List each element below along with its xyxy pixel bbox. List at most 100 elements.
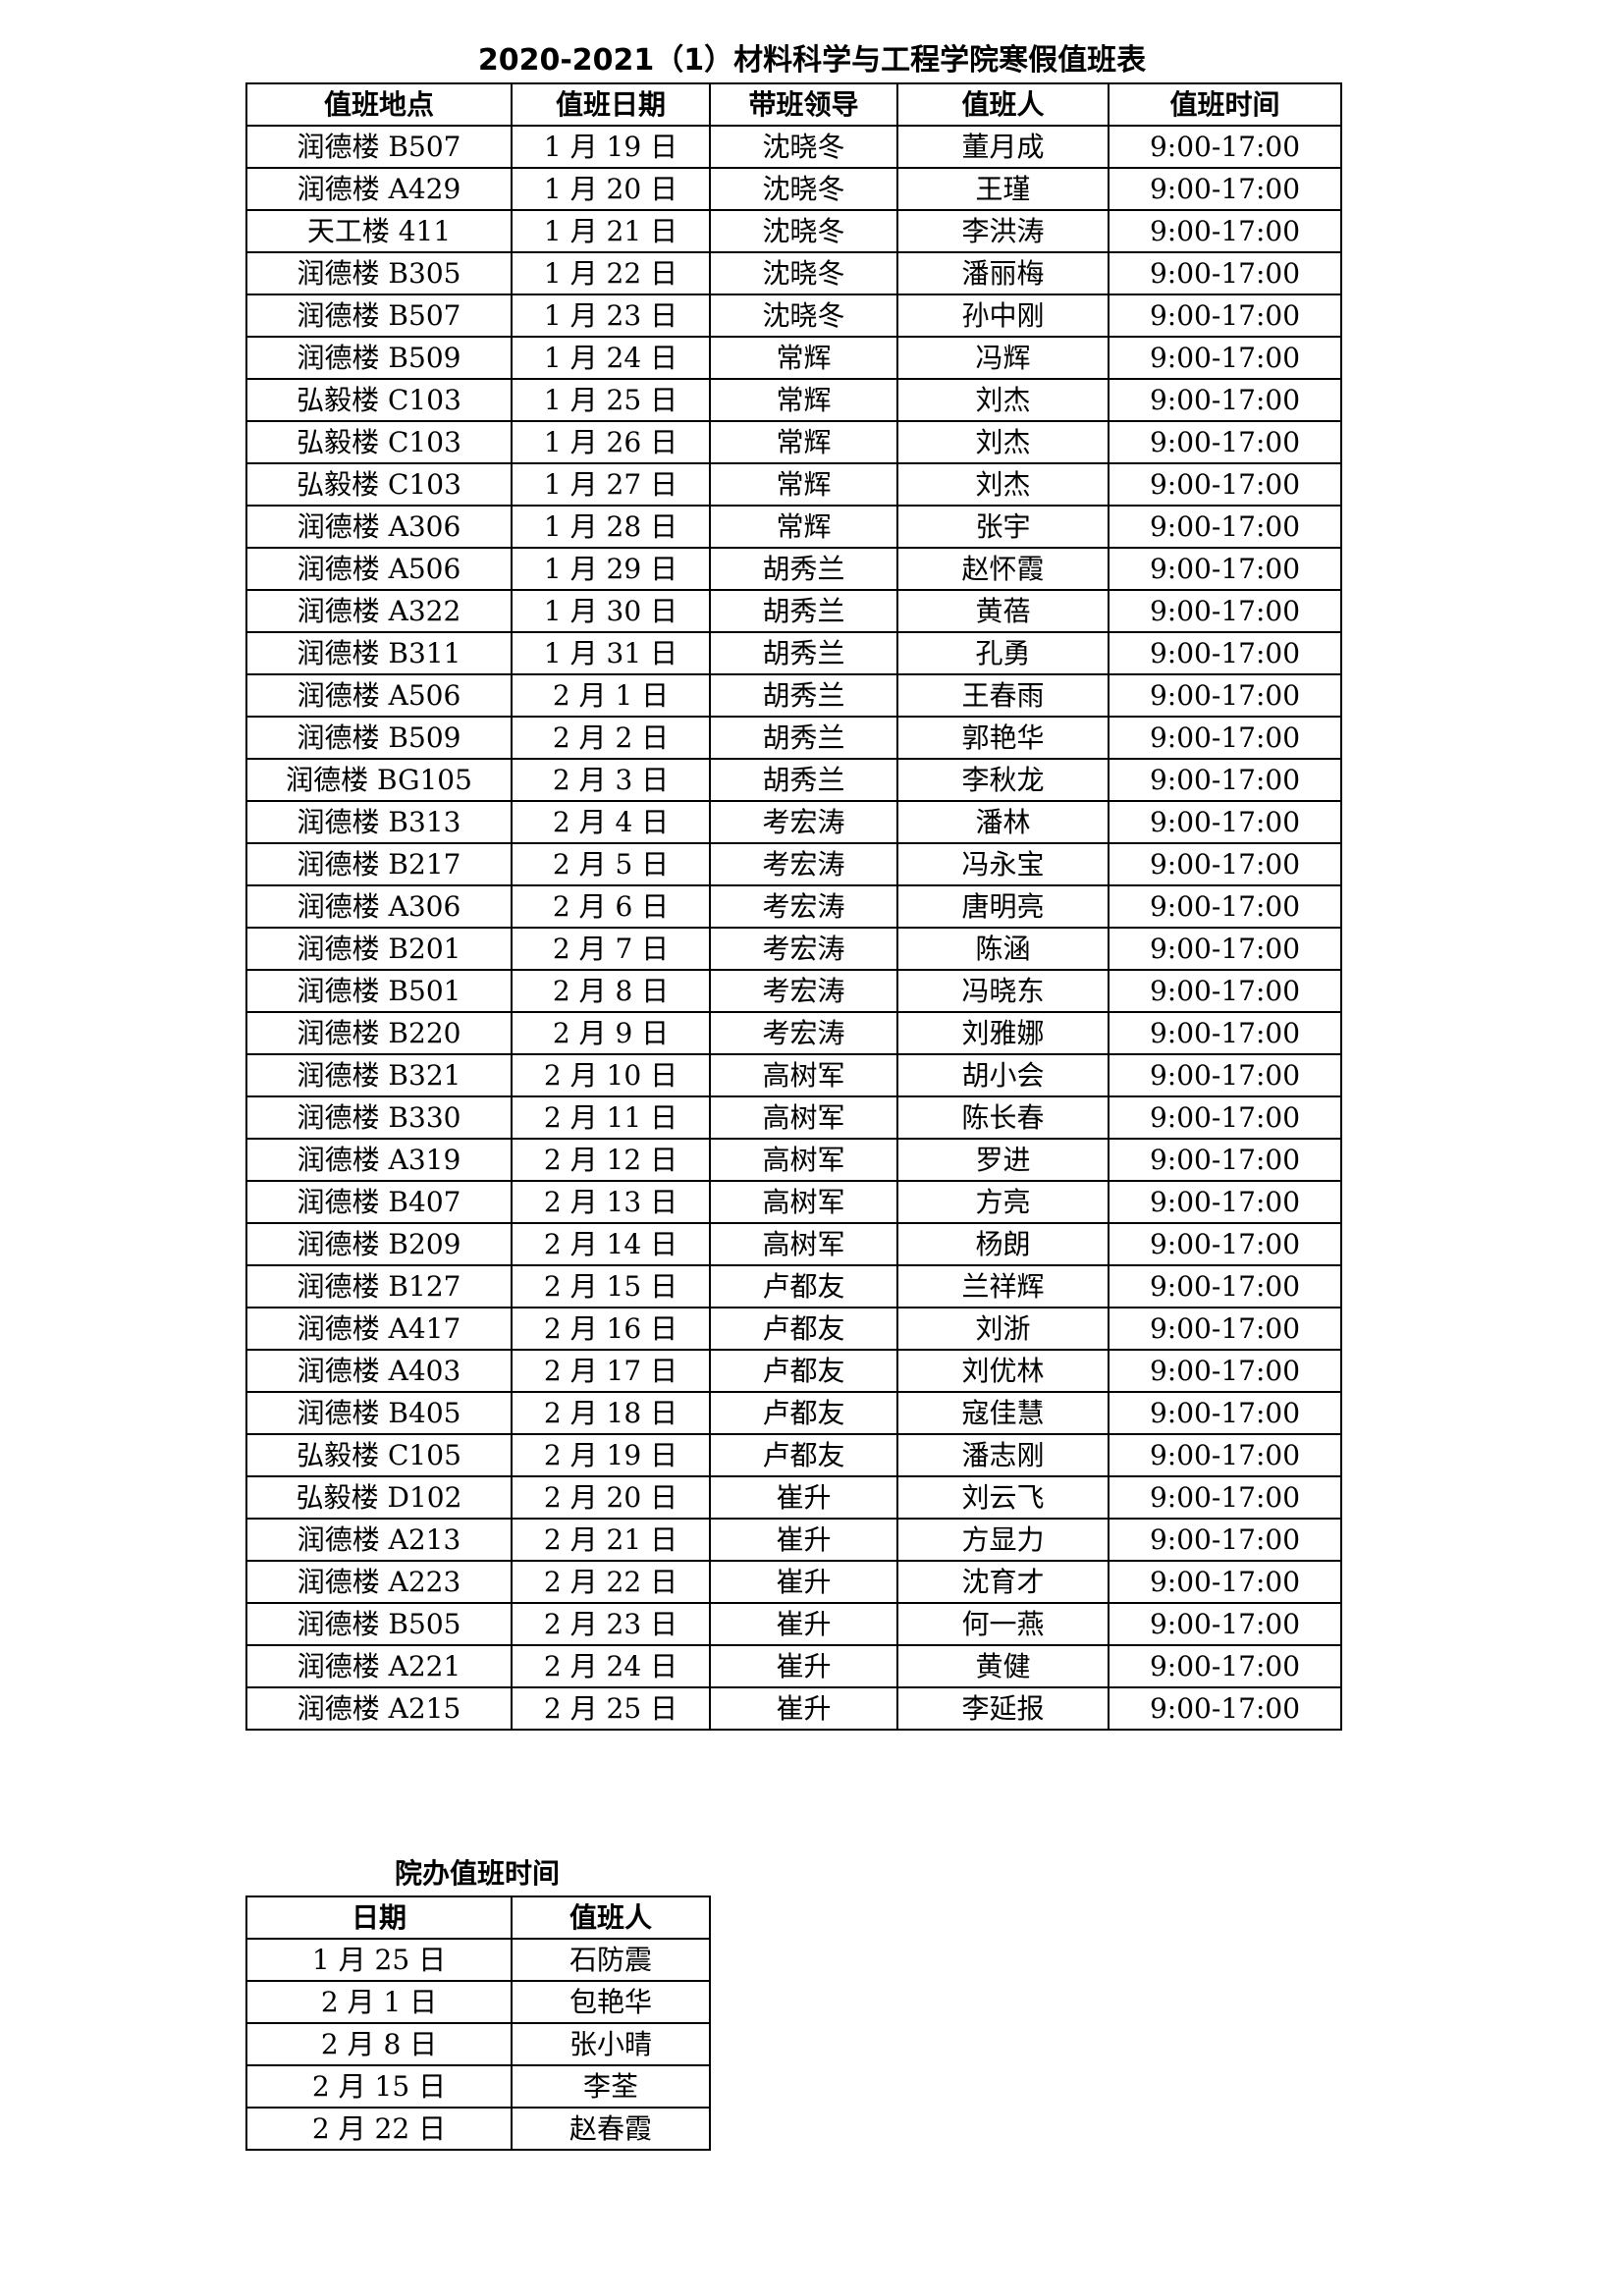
cell-staff: 刘优林	[896, 1349, 1110, 1393]
cell-leader: 常辉	[709, 462, 898, 507]
cell-date: 2 月 1 日	[511, 673, 711, 718]
table-row: 弘毅楼 C103 1 月 26 日常辉 刘杰 9:00-17:00	[245, 420, 1342, 464]
table-row: 润德楼 A403 2 月 17 日卢都友 刘优林 9:00-17:00	[245, 1349, 1342, 1393]
cell-location: 润德楼 B201	[245, 927, 513, 971]
cell-staff: 寇佳慧	[896, 1391, 1110, 1435]
cell-staff: 潘丽梅	[896, 251, 1110, 295]
cell-date: 2 月 6 日	[511, 884, 711, 929]
cell-staff: 郭艳华	[896, 716, 1110, 760]
table-row: 润德楼 B501 2 月 8 日考宏涛 冯晓东 9:00-17:00	[245, 969, 1342, 1013]
cell-leader: 高树军	[709, 1180, 898, 1224]
cell-date: 2 月 3 日	[511, 758, 711, 802]
cell-location: 弘毅楼 C105	[245, 1433, 513, 1477]
cell-date: 2 月 14 日	[511, 1222, 711, 1266]
table-row: 润德楼 B505 2 月 23 日崔升 何一燕 9:00-17:00	[245, 1602, 1342, 1646]
table-row: 润德楼 BG105 2 月 3 日胡秀兰 李秋龙 9:00-17:00	[245, 758, 1342, 802]
cell-location: 润德楼 B505	[245, 1602, 513, 1646]
cell-location: 润德楼 A403	[245, 1349, 513, 1393]
cell-location: 润德楼 A223	[245, 1560, 513, 1604]
cell-staff: 方显力	[896, 1518, 1110, 1562]
cell-staff: 杨朗	[896, 1222, 1110, 1266]
cell-date: 2 月 20 日	[511, 1475, 711, 1520]
cell-leader: 沈晓冬	[709, 251, 898, 295]
cell-date: 1 月 31 日	[511, 631, 711, 675]
cell-time: 9:00-17:00	[1108, 758, 1342, 802]
cell-location: 润德楼 B509	[245, 336, 513, 380]
cell-date: 2 月 22 日	[245, 2107, 513, 2151]
table-row: 润德楼 B201 2 月 7 日考宏涛 陈涵 9:00-17:00	[245, 927, 1342, 971]
cell-date: 2 月 8 日	[245, 2022, 513, 2066]
cell-staff: 包艳华	[511, 1980, 711, 2024]
cell-leader: 胡秀兰	[709, 589, 898, 633]
table-row: 润德楼 B407 2 月 13 日高树军 方亮 9:00-17:00	[245, 1180, 1342, 1224]
table-row: 润德楼 B507 1 月 23 日沈晓冬 孙中刚 9:00-17:00	[245, 294, 1342, 338]
cell-time: 9:00-17:00	[1108, 1222, 1342, 1266]
table-row: 天工楼 411 1 月 21 日沈晓冬 李洪涛 9:00-17:00	[245, 209, 1342, 253]
cell-location: 润德楼 A429	[245, 167, 513, 211]
cell-date: 1 月 21 日	[511, 209, 711, 253]
cell-staff: 董月成	[896, 125, 1110, 169]
cell-date: 1 月 28 日	[511, 505, 711, 549]
cell-leader: 胡秀兰	[709, 673, 898, 718]
cell-location: 润德楼 B407	[245, 1180, 513, 1224]
column-header-staff: 值班人	[511, 1896, 711, 1940]
cell-leader: 高树军	[709, 1095, 898, 1140]
cell-staff: 张小晴	[511, 2022, 711, 2066]
table-row: 润德楼 B509 1 月 24 日常辉 冯辉 9:00-17:00	[245, 336, 1342, 380]
cell-date: 2 月 9 日	[511, 1011, 711, 1055]
table-row: 润德楼 A429 1 月 20 日沈晓冬 王瑾 9:00-17:00	[245, 167, 1342, 211]
cell-date: 2 月 25 日	[511, 1686, 711, 1731]
cell-location: 弘毅楼 C103	[245, 420, 513, 464]
cell-time: 9:00-17:00	[1108, 1391, 1342, 1435]
cell-location: 弘毅楼 C103	[245, 462, 513, 507]
cell-leader: 崔升	[709, 1644, 898, 1688]
cell-location: 润德楼 B220	[245, 1011, 513, 1055]
cell-date: 2 月 13 日	[511, 1180, 711, 1224]
cell-location: 润德楼 A506	[245, 547, 513, 591]
cell-staff: 孔勇	[896, 631, 1110, 675]
table-row: 润德楼 A221 2 月 24 日崔升 黄健 9:00-17:00	[245, 1644, 1342, 1688]
cell-location: 润德楼 B501	[245, 969, 513, 1013]
cell-staff: 方亮	[896, 1180, 1110, 1224]
cell-date: 2 月 8 日	[511, 969, 711, 1013]
cell-location: 润德楼 BG105	[245, 758, 513, 802]
cell-time: 9:00-17:00	[1108, 673, 1342, 718]
cell-leader: 高树军	[709, 1222, 898, 1266]
table-header-row: 值班地点 值班日期 带班领导 值班人 值班时间	[245, 82, 1342, 127]
cell-time: 9:00-17:00	[1108, 420, 1342, 464]
cell-staff: 冯晓东	[896, 969, 1110, 1013]
cell-staff: 冯永宝	[896, 842, 1110, 886]
cell-location: 润德楼 B507	[245, 125, 513, 169]
cell-staff: 罗进	[896, 1138, 1110, 1182]
cell-leader: 考宏涛	[709, 842, 898, 886]
cell-location: 润德楼 B305	[245, 251, 513, 295]
office-duty-table: 日期 值班人 1 月 25 日石防震 2 月 1 日包艳华 2 月 8 日张小晴 2 月…	[245, 1896, 711, 2151]
cell-location: 润德楼 B405	[245, 1391, 513, 1435]
cell-time: 9:00-17:00	[1108, 378, 1342, 422]
table-row: 润德楼 B507 1 月 19 日沈晓冬 董月成 9:00-17:00	[245, 125, 1342, 169]
cell-leader: 常辉	[709, 505, 898, 549]
cell-leader: 崔升	[709, 1560, 898, 1604]
table-row: 润德楼 B321 2 月 10 日高树军 胡小会 9:00-17:00	[245, 1053, 1342, 1097]
table-row: 弘毅楼 C103 1 月 27 日常辉 刘杰 9:00-17:00	[245, 462, 1342, 507]
cell-time: 9:00-17:00	[1108, 1560, 1342, 1604]
cell-date: 2 月 5 日	[511, 842, 711, 886]
cell-staff: 黄蓓	[896, 589, 1110, 633]
table-row: 润德楼 B509 2 月 2 日胡秀兰 郭艳华 9:00-17:00	[245, 716, 1342, 760]
cell-staff: 孙中刚	[896, 294, 1110, 338]
table-row: 2 月 1 日包艳华	[245, 1980, 711, 2024]
cell-leader: 考宏涛	[709, 1011, 898, 1055]
table-row: 弘毅楼 C105 2 月 19 日卢都友 潘志刚 9:00-17:00	[245, 1433, 1342, 1477]
cell-time: 9:00-17:00	[1108, 589, 1342, 633]
cell-time: 9:00-17:00	[1108, 969, 1342, 1013]
table-row: 润德楼 B209 2 月 14 日高树军 杨朗 9:00-17:00	[245, 1222, 1342, 1266]
cell-time: 9:00-17:00	[1108, 884, 1342, 929]
cell-time: 9:00-17:00	[1108, 1518, 1342, 1562]
cell-location: 天工楼 411	[245, 209, 513, 253]
cell-location: 润德楼 A306	[245, 884, 513, 929]
cell-staff: 李延报	[896, 1686, 1110, 1731]
cell-leader: 常辉	[709, 378, 898, 422]
table-row: 2 月 15 日李荃	[245, 2064, 711, 2109]
cell-date: 2 月 2 日	[511, 716, 711, 760]
cell-leader: 胡秀兰	[709, 758, 898, 802]
